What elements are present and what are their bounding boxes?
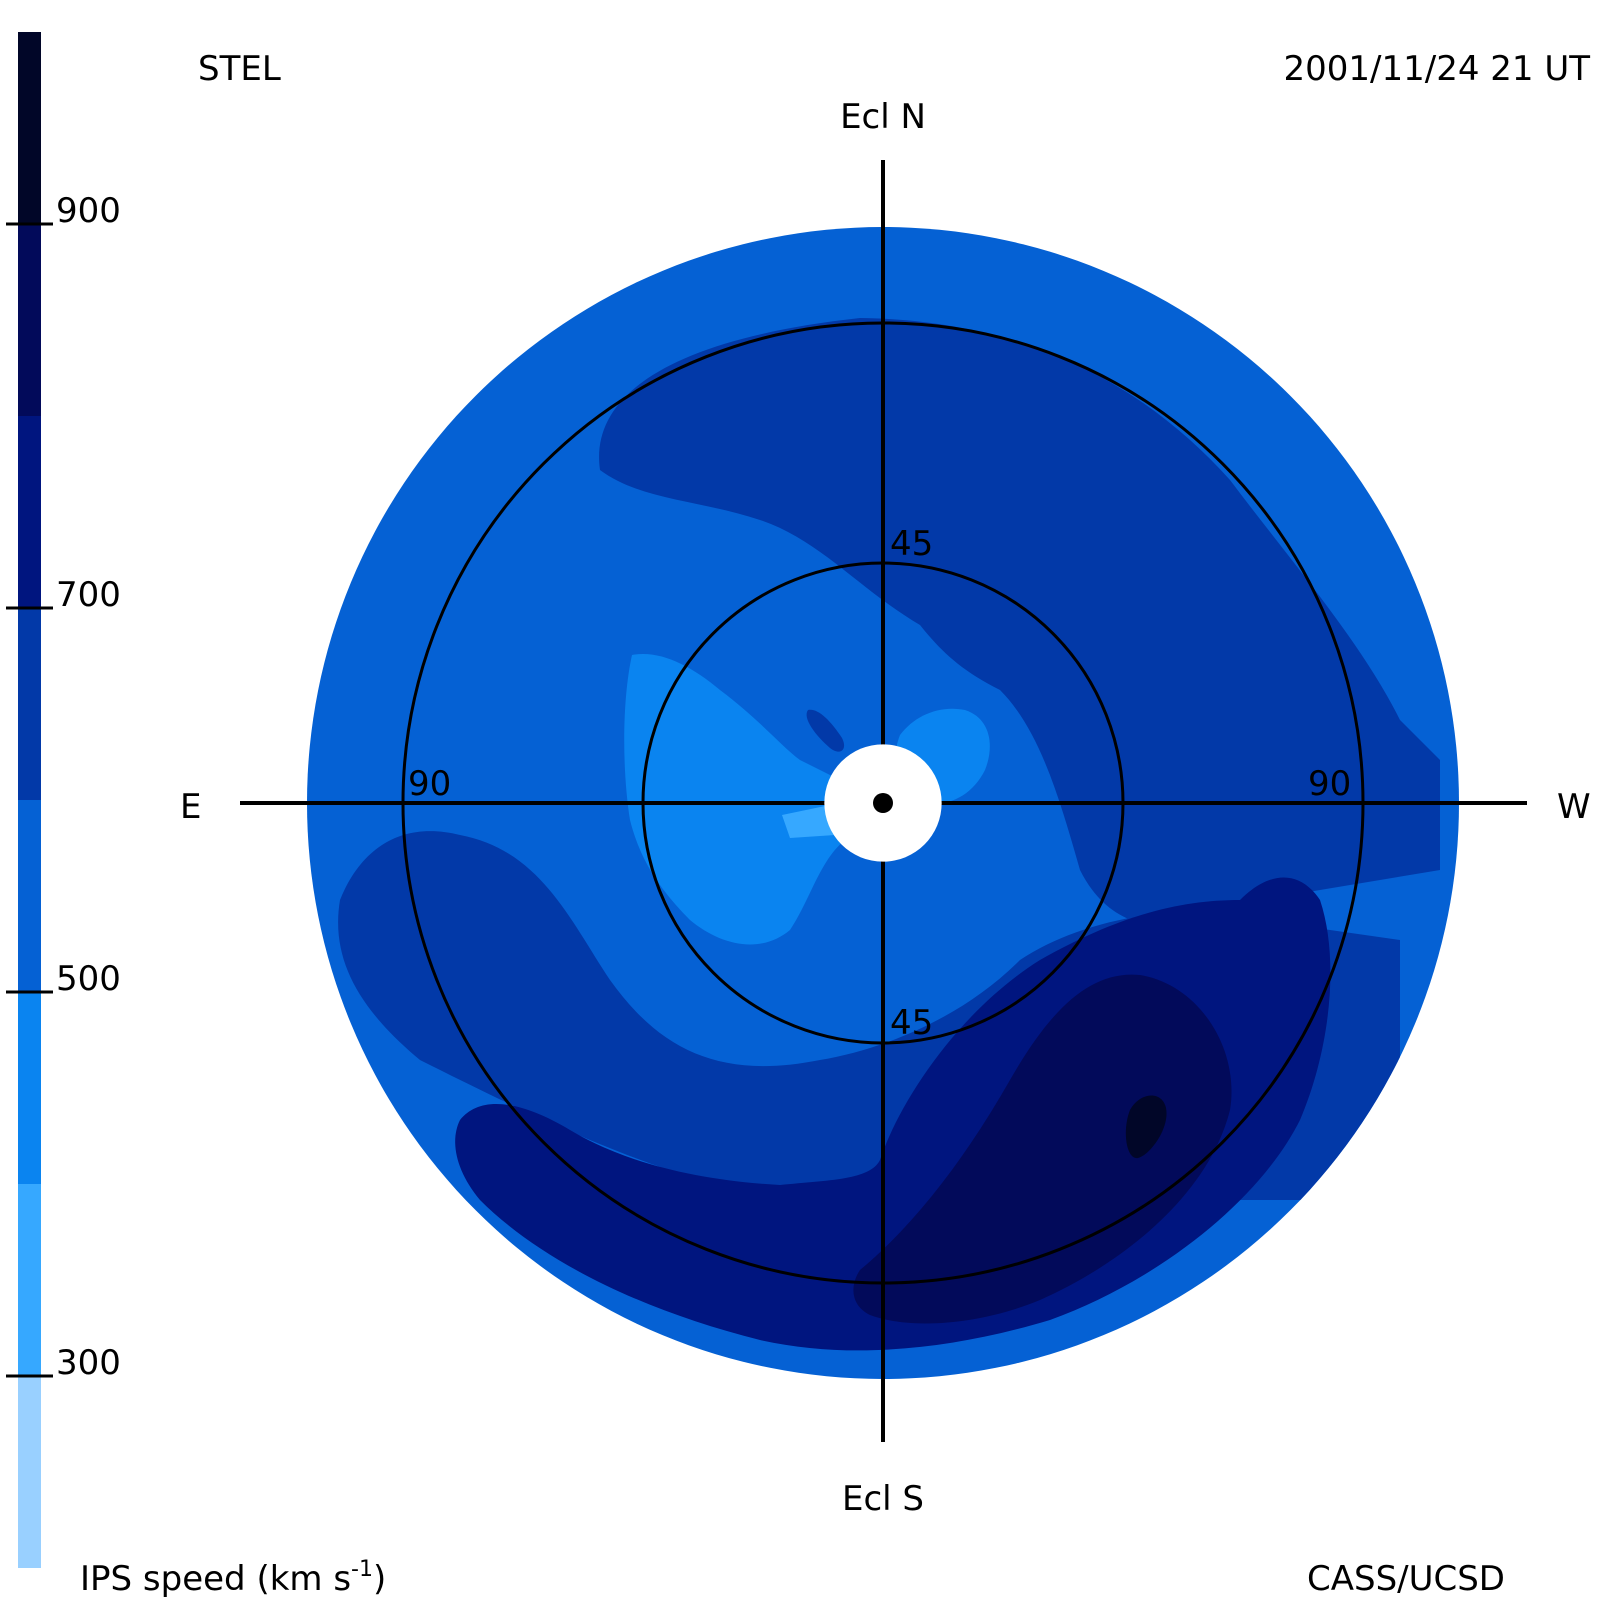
colorbar-title-main: IPS speed (km s xyxy=(80,1559,351,1599)
ring-label-90-west: 90 xyxy=(1308,764,1351,804)
credit-label: CASS/UCSD xyxy=(1307,1559,1505,1599)
region-southwest-core xyxy=(1125,1095,1167,1159)
colorbar-title-suffix: ) xyxy=(373,1559,386,1599)
region-north-band xyxy=(599,318,1440,927)
colorbar-band-900-1000 xyxy=(18,32,41,224)
colorbar-tick-label-300: 300 xyxy=(56,1343,121,1383)
region-southwest-lobe xyxy=(853,974,1232,1324)
direction-west-label: W xyxy=(1557,787,1591,827)
colorbar-band-500-600 xyxy=(18,800,41,992)
colorbar-band-400-500 xyxy=(18,992,41,1184)
colorbar-band-800-900 xyxy=(18,224,41,416)
colorbar-tick-label-900: 900 xyxy=(56,191,121,231)
colorbar-title-exponent: -1 xyxy=(351,1557,373,1582)
region-east-inner xyxy=(624,654,860,945)
region-northwest-spot xyxy=(806,709,845,752)
colorbar-band-600-700 xyxy=(18,608,41,800)
direction-east-label: E xyxy=(180,787,201,827)
sun-center-dot xyxy=(873,793,893,813)
ring-label-90-east: 90 xyxy=(408,764,451,804)
colorbar-band-200-300 xyxy=(18,1376,41,1568)
colorbar-tick-label-500: 500 xyxy=(56,959,121,999)
ring-label-45-north: 45 xyxy=(890,524,933,564)
colorbar-band-700-800 xyxy=(18,416,41,608)
region-southeast-small xyxy=(782,805,835,838)
colorbar-band-300-400 xyxy=(18,1184,41,1376)
direction-south-label: Ecl S xyxy=(842,1479,924,1519)
observatory-label: STEL xyxy=(198,49,281,89)
ring-label-45-south: 45 xyxy=(890,1003,933,1043)
direction-north-label: Ecl N xyxy=(840,97,926,137)
timestamp-label: 2001/11/24 21 UT xyxy=(1284,49,1591,89)
colorbar-title: IPS speed (km s-1) xyxy=(80,1557,386,1599)
colorbar-tick-label-700: 700 xyxy=(56,575,121,615)
colorbar: 300 500 700 900 xyxy=(6,32,121,1568)
